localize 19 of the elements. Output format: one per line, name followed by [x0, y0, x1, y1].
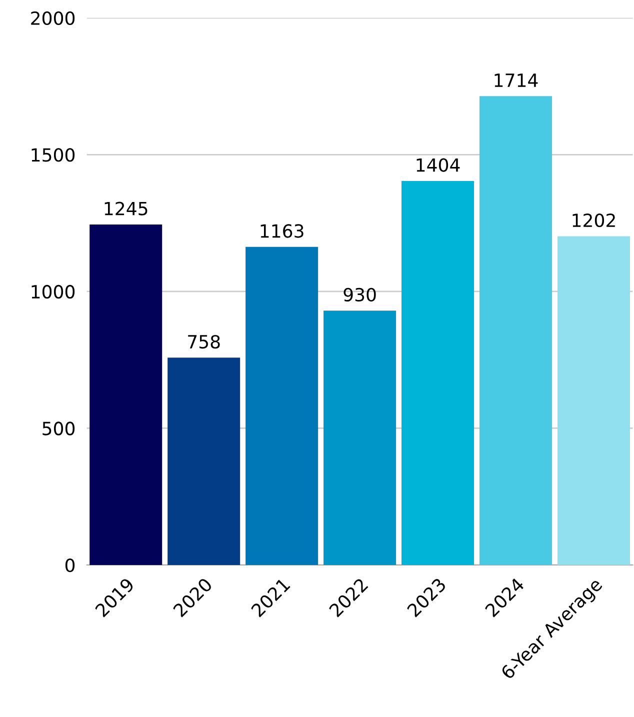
bar	[168, 358, 240, 565]
y-tick-label: 1000	[32, 284, 75, 299]
bar	[324, 310, 396, 565]
bar	[479, 96, 552, 565]
data-label: 1245	[104, 202, 148, 216]
data-label: 758	[188, 334, 220, 349]
bar	[402, 180, 474, 565]
data-label: 1202	[572, 213, 615, 228]
data-label: 1404	[416, 158, 460, 172]
y-tick-label: 2000	[31, 11, 75, 26]
y-tick-label: 0	[65, 558, 75, 572]
data-label: 1163	[260, 224, 304, 238]
y-tick-label: 1500	[32, 148, 75, 162]
bar	[246, 246, 318, 565]
data-label: 1714	[494, 74, 538, 87]
y-tick-label: 500	[42, 422, 75, 436]
bar	[90, 224, 162, 565]
bar	[557, 236, 630, 565]
data-label: 930	[344, 288, 376, 302]
